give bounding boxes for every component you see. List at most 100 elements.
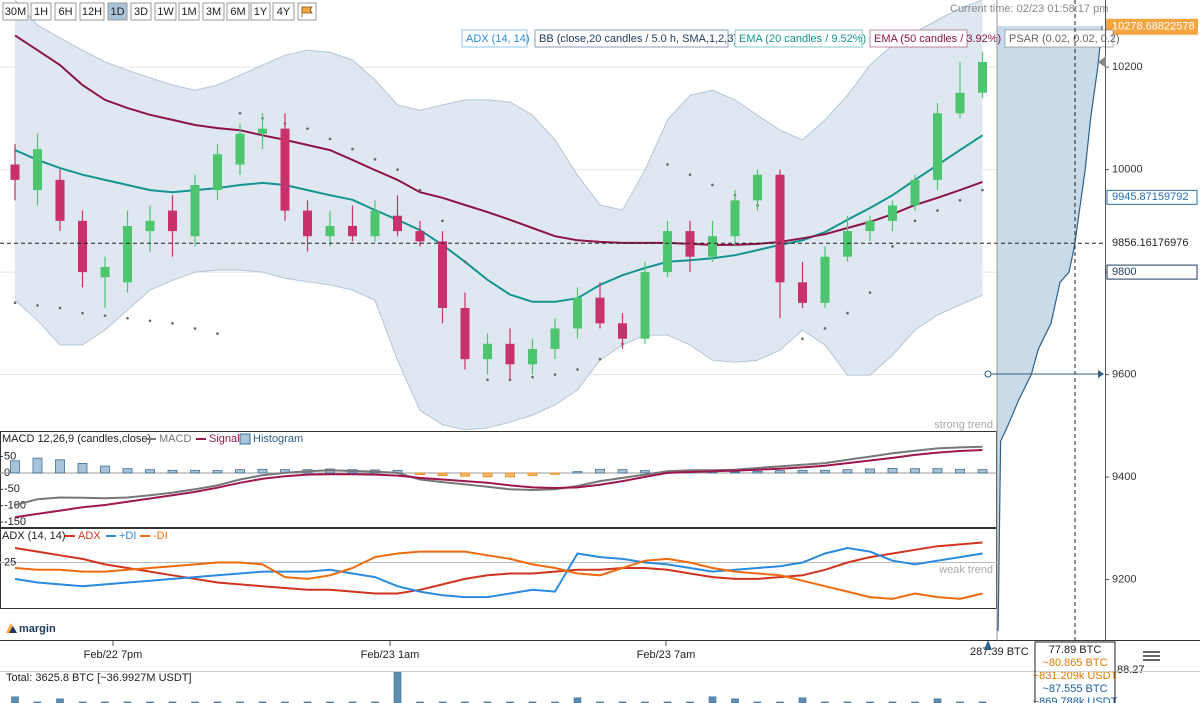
candle-body (190, 184, 200, 237)
psar-dot (13, 301, 17, 305)
indicator-legend-box[interactable] (1004, 29, 1114, 48)
timeframe-button[interactable] (272, 2, 295, 21)
price-tick-label: 9400 (1112, 471, 1136, 483)
candle-body (78, 220, 87, 273)
macd-tick-label: -100 (4, 500, 26, 512)
psar-dot (216, 332, 219, 335)
macd-histogram-bar (955, 468, 965, 474)
indicator-legend: EMA (50 candles / 3.92%) (874, 33, 1001, 45)
tooltip-line: 77.89 BTC (1049, 644, 1102, 656)
legend-entry: -DI (153, 530, 168, 542)
psar-dot (36, 304, 39, 307)
candle-body (573, 297, 582, 329)
psar-dot (801, 337, 804, 341)
macd-histogram-bar (55, 459, 65, 474)
volume-total: Total: 3625.8 BTC [~36.9927M USDT] (6, 672, 192, 684)
adx-line (14, 541, 983, 595)
tooltip-line: ~869.788k USDT (1033, 696, 1118, 703)
psar-dot (868, 291, 872, 294)
timeframe-button[interactable] (30, 2, 52, 21)
candle-body (258, 128, 267, 134)
timeframe-button[interactable] (226, 2, 250, 21)
indicator-legend-box[interactable] (534, 29, 729, 48)
flag-icon (301, 6, 313, 17)
macd-histogram-bar (167, 469, 178, 474)
candle-body (955, 92, 965, 114)
psar-dot (486, 378, 489, 381)
legend-entry: ADX (78, 530, 101, 542)
volume-bar (821, 701, 829, 703)
volume-bar (506, 701, 514, 703)
psar-dot (193, 327, 197, 330)
volume-bar (686, 701, 694, 703)
candle-body (798, 282, 807, 303)
timeframe-button[interactable] (54, 2, 77, 21)
psar-dot (688, 173, 692, 177)
cursor-volume: 287.39 BTC (970, 646, 1029, 658)
timeframe-label: 3M (206, 6, 221, 18)
volume-bar (281, 701, 289, 703)
candle-body (865, 220, 875, 232)
timeframe-button[interactable] (130, 2, 152, 21)
macd-histogram-bar (842, 469, 853, 474)
price-chart (0, 0, 997, 581)
candle-body (280, 128, 290, 211)
indicator-legend-box[interactable] (461, 29, 528, 48)
timeframe-button[interactable] (178, 2, 200, 21)
macd-histogram-bar (32, 457, 43, 474)
tooltip-line: ~80.865 BTC (1042, 657, 1107, 669)
psar-dot (981, 188, 984, 192)
volume-bar (258, 701, 267, 703)
psar-dot (463, 260, 467, 264)
indicator-legend: BB (close,20 candles / 5.0 h, SMA,1,2,3) (539, 33, 737, 45)
timeframe-button[interactable] (250, 2, 271, 21)
annotation: strong trend (934, 419, 993, 431)
macd-histogram-bar (122, 468, 133, 474)
timeframe-label: 6H (58, 6, 72, 18)
indicator-legend: EMA (20 candles / 9.52%) (739, 33, 866, 45)
timeframe-label: 1H (34, 6, 48, 18)
timeframe-button[interactable] (2, 2, 29, 21)
timeframe-button[interactable] (154, 2, 177, 21)
candle-body (145, 220, 155, 232)
bb-lower (14, 269, 983, 431)
macd-histogram-bar (775, 470, 785, 474)
psar-dot (576, 368, 579, 371)
timeframe-label: 6M (230, 6, 245, 18)
macd-histogram-bar (100, 465, 110, 474)
indicator-legend-box[interactable] (869, 29, 968, 48)
candle-body (528, 348, 537, 365)
psar-dot (913, 219, 917, 223)
psar-dot (238, 111, 242, 115)
macd-histogram-bar (482, 472, 493, 478)
timeframe-button[interactable] (107, 2, 128, 21)
macd-histogram-bar (572, 471, 583, 474)
macd-histogram-bar (730, 471, 740, 474)
macd-histogram-bar (865, 468, 875, 474)
psar-dot (373, 158, 377, 161)
psar-dot (508, 378, 512, 381)
macd-histogram-bar (752, 470, 763, 474)
timeframe-button[interactable] (79, 2, 105, 21)
indicator-legend-box[interactable] (734, 29, 863, 48)
volume-bar (776, 701, 784, 703)
timeframe-button[interactable] (202, 2, 225, 21)
candle-body (33, 149, 42, 191)
psar-dot (666, 163, 669, 166)
price-tick-label: 10000 (1112, 164, 1143, 176)
volume-bar (371, 701, 379, 703)
macd-histogram-bar (550, 472, 560, 475)
psar-dot (936, 209, 939, 212)
candle-body (933, 113, 942, 180)
macd-histogram-bar (595, 468, 605, 474)
tooltip-box (1034, 641, 1116, 703)
volume-bar (303, 701, 312, 703)
macd-histogram-bar (977, 469, 988, 474)
volume-bar (326, 701, 334, 703)
psar-dot (711, 183, 714, 187)
volume-bar (438, 701, 447, 703)
candle-body (123, 225, 132, 283)
bb-upper (14, 0, 983, 211)
timeframe-label: 4Y (277, 6, 291, 18)
